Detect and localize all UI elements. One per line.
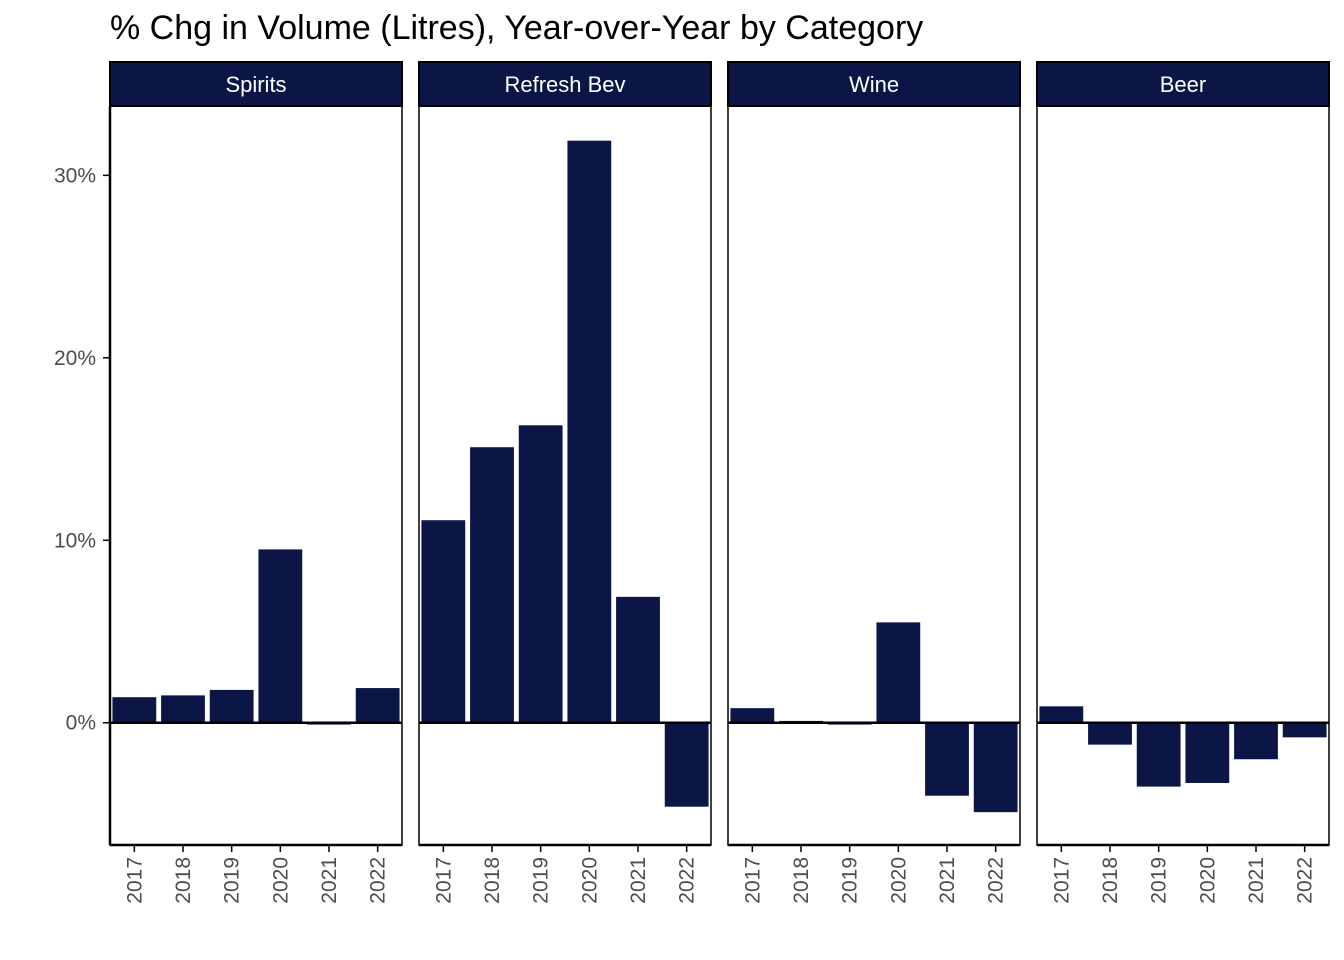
bar-wine-2022 — [973, 722, 1018, 813]
bar-spirits-2017 — [112, 697, 157, 723]
bar-beer-2017 — [1039, 706, 1084, 723]
facet-panel-spirits — [109, 105, 403, 846]
y-tick-label: 10% — [54, 529, 96, 552]
x-tick-label: 2019 — [530, 857, 553, 904]
bar-refresh-bev-2019 — [518, 425, 563, 723]
chart-title: % Chg in Volume (Litres), Year-over-Year… — [110, 9, 924, 47]
x-tick-label: 2021 — [936, 857, 959, 904]
bar-wine-2017 — [730, 708, 775, 723]
facet-label-wine: Wine — [849, 72, 899, 97]
facet-strip-beer — [1036, 61, 1330, 107]
y-tick-label: 20% — [54, 347, 96, 370]
x-tick-label: 2021 — [1245, 857, 1268, 904]
x-tick-label: 2017 — [741, 857, 764, 904]
bar-beer-2022 — [1282, 722, 1327, 738]
bar-spirits-2019 — [209, 689, 254, 723]
x-tick-label: 2017 — [432, 857, 455, 904]
bar-wine-2021 — [925, 722, 969, 796]
facet-strip-spirits — [109, 61, 403, 107]
x-tick-label: 2022 — [367, 857, 390, 904]
x-tick-label: 2022 — [676, 857, 699, 904]
x-tick-label: 2021 — [318, 857, 341, 904]
x-tick-label: 2022 — [985, 857, 1008, 904]
facet-label-spirits: Spirits — [225, 72, 286, 97]
x-tick-label: 2018 — [790, 857, 813, 904]
y-tick-label: 0% — [66, 712, 96, 735]
bar-refresh-bev-2017 — [421, 520, 466, 723]
x-tick-label: 2018 — [481, 857, 504, 904]
bar-spirits-2020 — [258, 549, 303, 723]
x-tick-label: 2019 — [221, 857, 244, 904]
x-tick-label: 2020 — [887, 857, 910, 904]
facet-label-beer: Beer — [1160, 72, 1206, 97]
x-tick-label: 2022 — [1294, 857, 1317, 904]
x-tick-label: 2017 — [123, 857, 146, 904]
x-tick-label: 2020 — [1196, 857, 1219, 904]
bar-beer-2020 — [1185, 722, 1230, 783]
bar-refresh-bev-2021 — [616, 596, 660, 723]
x-tick-label: 2019 — [839, 857, 862, 904]
x-tick-label: 2020 — [578, 857, 601, 904]
bar-refresh-bev-2022 — [664, 722, 709, 807]
facet-strip-wine — [727, 61, 1021, 107]
x-tick-label: 2019 — [1148, 857, 1171, 904]
x-tick-label: 2020 — [269, 857, 292, 904]
x-tick-label: 2017 — [1050, 857, 1073, 904]
bar-refresh-bev-2020 — [567, 140, 612, 723]
y-tick-label: 30% — [54, 164, 96, 187]
x-tick-label: 2018 — [1099, 857, 1122, 904]
bar-spirits-2018 — [161, 695, 205, 723]
x-tick-label: 2021 — [627, 857, 650, 904]
bar-beer-2021 — [1234, 722, 1278, 760]
bar-refresh-bev-2018 — [470, 447, 514, 723]
x-tick-label: 2018 — [172, 857, 195, 904]
bar-beer-2019 — [1136, 722, 1181, 787]
bar-wine-2020 — [876, 622, 921, 723]
facet-label-refresh-bev: Refresh Bev — [504, 72, 625, 97]
bar-beer-2018 — [1088, 722, 1132, 745]
bar-spirits-2022 — [355, 688, 400, 723]
